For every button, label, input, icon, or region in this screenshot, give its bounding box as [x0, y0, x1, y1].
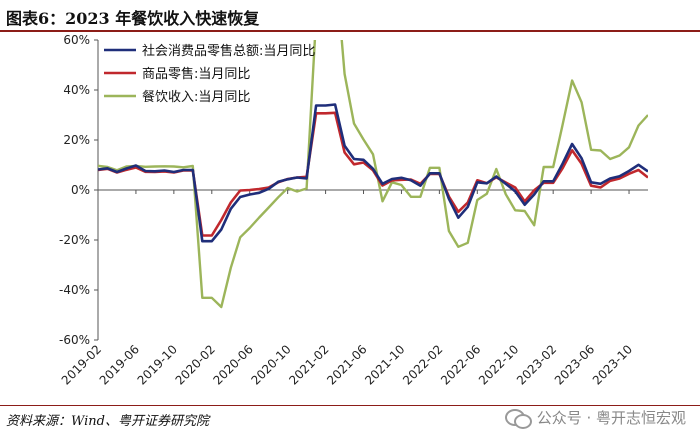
x-tick-label: 2023-06	[552, 342, 597, 387]
series-line-1	[98, 103, 648, 243]
x-tick-label: 2021-10	[362, 342, 407, 387]
x-tick-label: 2019-02	[59, 342, 104, 387]
page-title: 图表6：2023 年餐饮收入快速恢复	[6, 9, 260, 28]
source-note: 资料来源：Wind、粤开证券研究院	[6, 414, 209, 429]
y-tick-label: -40%	[59, 283, 90, 297]
x-tick-label: 2020-06	[210, 342, 255, 387]
line-chart: -60%-40%-20%0%20%40%60% 2019-022019-0620…	[59, 33, 648, 388]
watermark-text: 公众号 · 粤开志恒宏观	[536, 408, 686, 427]
x-tick-label: 2020-02	[173, 342, 218, 387]
x-tick-label: 2019-10	[135, 342, 180, 387]
y-tick-label: -60%	[59, 333, 90, 347]
y-tick-label: 60%	[63, 33, 90, 47]
footer-divider	[0, 405, 700, 406]
x-tick-label: 2021-02	[286, 342, 331, 387]
y-tick-label: -20%	[59, 233, 90, 247]
series-line-2	[98, 111, 648, 237]
chart-axes	[94, 39, 648, 341]
x-tick-labels: 2019-022019-062019-102020-022020-062020-…	[59, 342, 635, 387]
y-tick-label: 40%	[63, 83, 90, 97]
x-tick-label: 2022-06	[438, 342, 483, 387]
y-tick-label: 20%	[63, 133, 90, 147]
legend-label: 社会消费品零售总额:当月同比	[142, 43, 315, 59]
x-tick-label: 2019-06	[97, 342, 142, 387]
legend-label: 餐饮收入:当月同比	[142, 89, 250, 105]
legend-label: 商品零售:当月同比	[142, 66, 250, 82]
x-tick-label: 2020-10	[248, 342, 293, 387]
x-tick-label: 2022-02	[400, 342, 445, 387]
title-divider	[0, 30, 700, 32]
series-lines	[98, 40, 648, 309]
y-tick-label: 0%	[71, 183, 90, 197]
x-tick-label: 2022-10	[476, 342, 521, 387]
x-tick-label: 2023-02	[514, 342, 559, 387]
y-tick-labels: -60% -40% -20% 0% 20% 40% 60%	[59, 33, 90, 347]
x-tick-label: 2023-10	[590, 342, 635, 387]
x-tick-label: 2021-06	[324, 342, 369, 387]
watermark: 公众号 · 粤开志恒宏观	[504, 402, 686, 432]
series-line-3	[98, 40, 648, 309]
wechat-icon	[504, 407, 532, 429]
